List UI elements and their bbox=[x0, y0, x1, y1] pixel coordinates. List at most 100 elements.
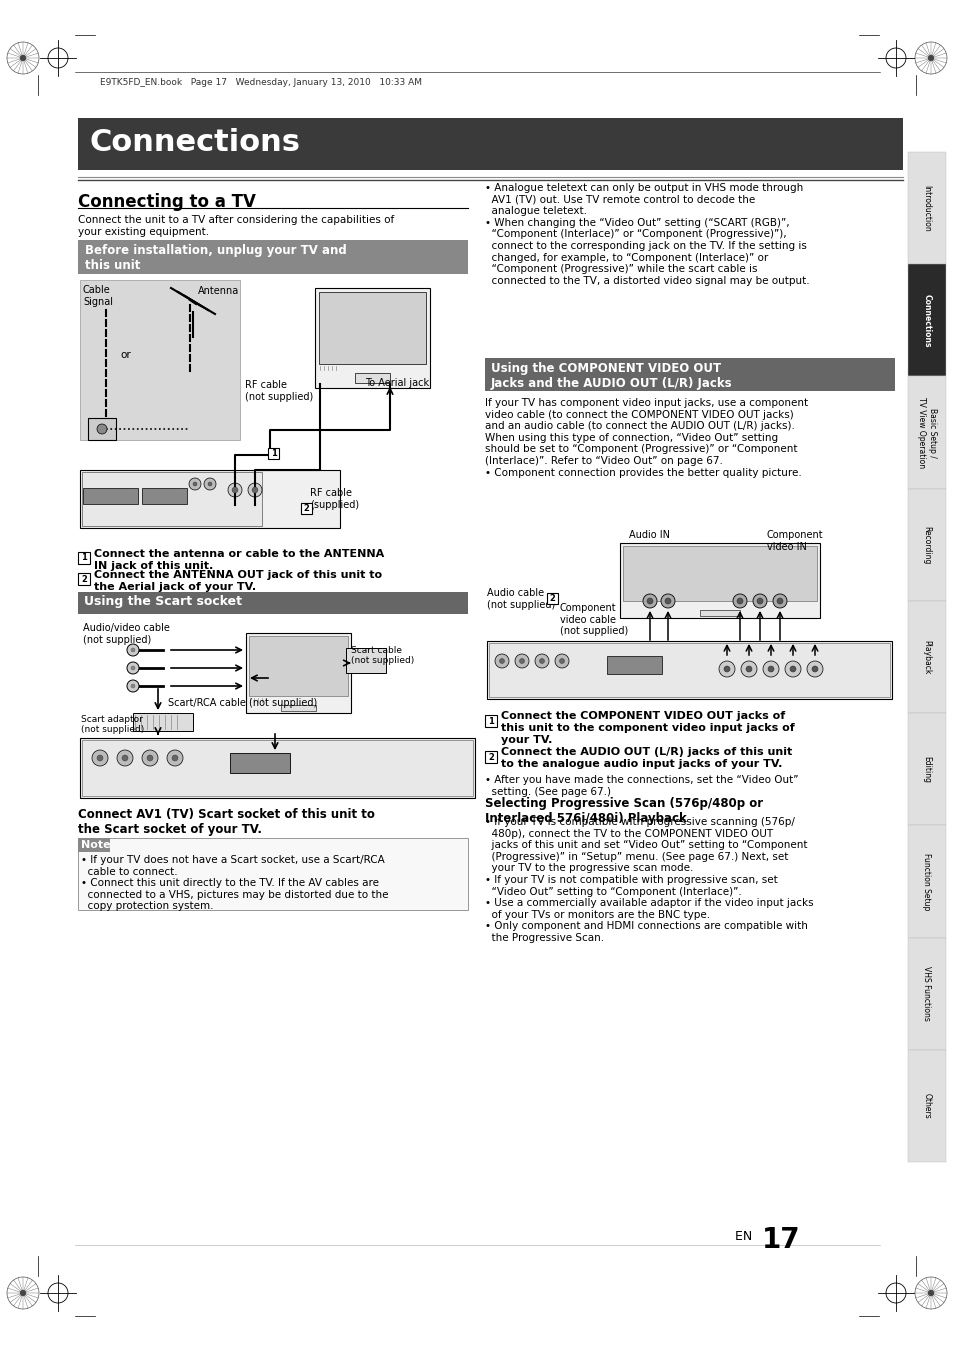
Text: Connections: Connections bbox=[90, 128, 301, 157]
Circle shape bbox=[772, 594, 786, 608]
Text: 2: 2 bbox=[303, 504, 309, 513]
Bar bbox=[907, 713, 945, 825]
Text: this unit to the component video input jacks of: this unit to the component video input j… bbox=[500, 723, 794, 734]
Bar bbox=[249, 636, 348, 696]
Text: Component
video cable
(not supplied): Component video cable (not supplied) bbox=[559, 603, 628, 636]
Text: 2: 2 bbox=[488, 753, 494, 762]
Circle shape bbox=[127, 680, 139, 692]
Bar bbox=[78, 838, 110, 852]
Circle shape bbox=[122, 755, 128, 761]
Circle shape bbox=[789, 666, 795, 671]
Text: Audio/video cable
(not supplied): Audio/video cable (not supplied) bbox=[83, 623, 170, 644]
Bar bbox=[83, 488, 138, 504]
Text: To Aerial jack: To Aerial jack bbox=[365, 378, 429, 388]
Text: Scart adaptor
(not supplied): Scart adaptor (not supplied) bbox=[81, 715, 144, 735]
Circle shape bbox=[142, 750, 158, 766]
Circle shape bbox=[172, 755, 178, 761]
Bar bbox=[78, 592, 468, 613]
Text: Component
video IN: Component video IN bbox=[766, 530, 822, 551]
Circle shape bbox=[664, 598, 670, 604]
Text: • After you have made the connections, set the “Video Out”
  setting. (See page : • After you have made the connections, s… bbox=[484, 775, 798, 797]
Circle shape bbox=[558, 658, 564, 663]
Bar bbox=[907, 489, 945, 601]
Text: Audio cable
(not supplied): Audio cable (not supplied) bbox=[486, 588, 555, 609]
Circle shape bbox=[20, 1290, 26, 1296]
Text: Introduction: Introduction bbox=[922, 185, 930, 231]
Bar bbox=[142, 488, 187, 504]
Circle shape bbox=[147, 755, 152, 761]
Circle shape bbox=[97, 424, 107, 434]
Bar bbox=[700, 611, 740, 616]
Bar bbox=[78, 838, 468, 911]
Text: Playback: Playback bbox=[922, 640, 930, 674]
Text: your TV.: your TV. bbox=[500, 735, 552, 744]
Circle shape bbox=[127, 662, 139, 674]
Circle shape bbox=[204, 478, 215, 490]
Text: Connect the COMPONENT VIDEO OUT jacks of: Connect the COMPONENT VIDEO OUT jacks of bbox=[500, 711, 784, 721]
Bar bbox=[484, 358, 894, 390]
Circle shape bbox=[495, 654, 509, 667]
Text: Connect the AUDIO OUT (L/R) jacks of this unit: Connect the AUDIO OUT (L/R) jacks of thi… bbox=[500, 747, 791, 757]
Text: Others: Others bbox=[922, 1093, 930, 1119]
Text: Using the Scart socket: Using the Scart socket bbox=[84, 594, 242, 608]
Bar bbox=[486, 640, 891, 698]
Circle shape bbox=[762, 661, 779, 677]
Circle shape bbox=[232, 486, 237, 493]
Circle shape bbox=[660, 594, 675, 608]
Bar bbox=[78, 240, 468, 274]
Bar bbox=[301, 503, 312, 513]
Bar bbox=[230, 753, 290, 773]
Bar bbox=[80, 470, 339, 528]
Bar bbox=[484, 751, 497, 763]
Text: Using the COMPONENT VIDEO OUT
Jacks and the AUDIO OUT (L/R) Jacks: Using the COMPONENT VIDEO OUT Jacks and … bbox=[491, 362, 732, 390]
Bar bbox=[78, 118, 902, 170]
Bar bbox=[355, 373, 390, 382]
Circle shape bbox=[806, 661, 822, 677]
Text: Scart/RCA cable (not supplied): Scart/RCA cable (not supplied) bbox=[168, 698, 317, 708]
Text: VHS Functions: VHS Functions bbox=[922, 966, 930, 1021]
Text: • If your TV is compatible with progressive scanning (576p/
  480p), connect the: • If your TV is compatible with progress… bbox=[484, 817, 813, 943]
Bar bbox=[88, 417, 116, 440]
Circle shape bbox=[20, 55, 26, 61]
Bar bbox=[246, 634, 351, 713]
Bar bbox=[78, 553, 90, 563]
Circle shape bbox=[97, 755, 103, 761]
Circle shape bbox=[732, 594, 746, 608]
Text: Note: Note bbox=[81, 840, 111, 850]
Text: Connecting to a TV: Connecting to a TV bbox=[78, 193, 255, 211]
Circle shape bbox=[745, 666, 751, 671]
Circle shape bbox=[131, 666, 135, 670]
Circle shape bbox=[515, 654, 529, 667]
Circle shape bbox=[252, 486, 257, 493]
Text: • Analogue teletext can only be output in VHS mode through
  AV1 (TV) out. Use T: • Analogue teletext can only be output i… bbox=[484, 182, 809, 286]
Text: Before installation, unplug your TV and
this unit: Before installation, unplug your TV and … bbox=[85, 245, 346, 272]
Bar bbox=[619, 543, 820, 617]
Text: Connections: Connections bbox=[922, 293, 930, 347]
Text: Connect the unit to a TV after considering the capabilities of
your existing equ: Connect the unit to a TV after consideri… bbox=[78, 215, 394, 236]
Bar bbox=[80, 738, 475, 798]
Circle shape bbox=[117, 750, 132, 766]
Bar bbox=[907, 825, 945, 938]
Bar bbox=[489, 643, 889, 697]
Circle shape bbox=[767, 666, 773, 671]
Text: Connect the ANTENNA OUT jack of this unit to: Connect the ANTENNA OUT jack of this uni… bbox=[94, 570, 382, 580]
Text: Basic Setup /
TV View Operation: Basic Setup / TV View Operation bbox=[917, 397, 936, 467]
Text: to the analogue audio input jacks of your TV.: to the analogue audio input jacks of you… bbox=[500, 759, 781, 769]
Text: Scart cable
(not supplied): Scart cable (not supplied) bbox=[351, 646, 414, 666]
Bar bbox=[484, 715, 497, 727]
Text: or: or bbox=[120, 350, 131, 359]
Circle shape bbox=[646, 598, 652, 604]
Bar bbox=[132, 713, 193, 731]
Circle shape bbox=[535, 654, 548, 667]
Circle shape bbox=[91, 750, 108, 766]
Text: 2: 2 bbox=[549, 594, 555, 603]
Bar bbox=[314, 288, 430, 388]
Text: Connect the antenna or cable to the ANTENNA: Connect the antenna or cable to the ANTE… bbox=[94, 549, 384, 559]
Text: Selecting Progressive Scan (576p/480p or
Interlaced 576i/480i) Playback: Selecting Progressive Scan (576p/480p or… bbox=[484, 797, 762, 825]
Text: 1: 1 bbox=[488, 716, 494, 725]
Text: If your TV has component video input jacks, use a component
video cable (to conn: If your TV has component video input jac… bbox=[484, 399, 807, 478]
Text: Connect AV1 (TV) Scart socket of this unit to
the Scart socket of your TV.: Connect AV1 (TV) Scart socket of this un… bbox=[78, 808, 375, 836]
Text: 2: 2 bbox=[81, 574, 87, 584]
Circle shape bbox=[208, 482, 212, 486]
Text: RF cable
(supplied): RF cable (supplied) bbox=[310, 488, 358, 509]
